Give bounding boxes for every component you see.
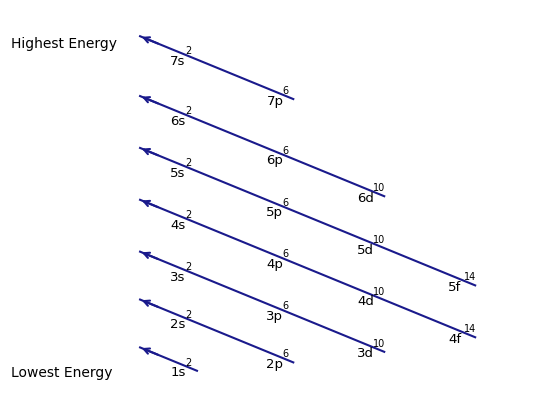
Text: 6: 6 <box>282 301 288 311</box>
Text: 4s: 4s <box>170 219 186 232</box>
Text: 10: 10 <box>373 235 385 245</box>
Text: 7s: 7s <box>170 55 186 68</box>
Text: Lowest Energy: Lowest Energy <box>11 366 112 380</box>
Text: 1s: 1s <box>170 366 186 379</box>
Text: 6s: 6s <box>170 115 186 128</box>
Text: 5d: 5d <box>357 243 374 257</box>
Text: 6: 6 <box>282 86 288 96</box>
Text: 2: 2 <box>186 358 192 367</box>
Text: 4f: 4f <box>448 333 462 346</box>
Text: 2: 2 <box>186 262 192 272</box>
Text: 10: 10 <box>373 183 385 193</box>
Text: 2: 2 <box>186 210 192 220</box>
Text: 5p: 5p <box>266 206 284 219</box>
Text: 6: 6 <box>282 198 288 207</box>
Text: 10: 10 <box>373 286 385 297</box>
Text: 2s: 2s <box>170 318 186 332</box>
Text: 6: 6 <box>282 349 288 359</box>
Text: 7p: 7p <box>266 95 284 108</box>
Text: 4d: 4d <box>357 295 374 308</box>
Text: 14: 14 <box>464 272 476 282</box>
Text: 3s: 3s <box>170 271 186 284</box>
Text: 2: 2 <box>186 158 192 168</box>
Text: Highest Energy: Highest Energy <box>11 37 117 51</box>
Text: 5s: 5s <box>170 167 186 180</box>
Text: 6d: 6d <box>357 192 374 205</box>
Text: 6: 6 <box>282 146 288 156</box>
Text: 3p: 3p <box>266 310 284 323</box>
Text: 6p: 6p <box>266 154 284 168</box>
Text: 5f: 5f <box>448 281 462 294</box>
Text: 2: 2 <box>186 46 192 56</box>
Text: 10: 10 <box>373 338 385 349</box>
Text: 14: 14 <box>464 324 476 334</box>
Text: 2p: 2p <box>266 358 284 371</box>
Text: 2: 2 <box>186 106 192 116</box>
Text: 4p: 4p <box>266 258 284 271</box>
Text: 2: 2 <box>186 310 192 320</box>
Text: 3d: 3d <box>357 347 374 360</box>
Text: 6: 6 <box>282 249 288 259</box>
